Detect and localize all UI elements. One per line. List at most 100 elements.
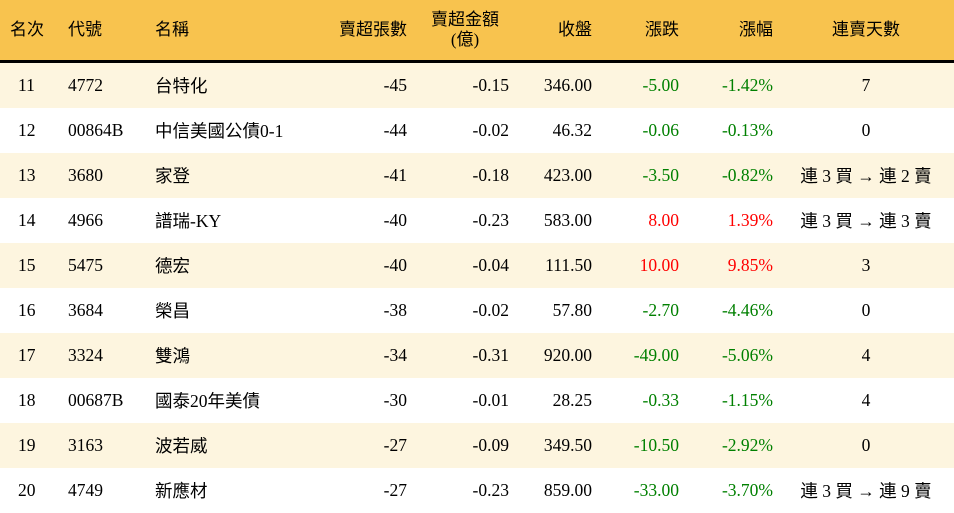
code-cell: 00864B (55, 108, 148, 153)
sell-amount-cell: -0.02 (415, 288, 515, 333)
rank-cell: 20 (0, 468, 55, 513)
change-cell: 8.00 (600, 198, 685, 243)
change-pct-cell: -2.92% (685, 423, 778, 468)
code-cell: 3324 (55, 333, 148, 378)
rank-cell: 17 (0, 333, 55, 378)
rank-cell: 11 (0, 62, 55, 109)
header-change: 漲跌 (600, 0, 685, 62)
change-cell: -0.06 (600, 108, 685, 153)
name-cell: 新應材 (148, 468, 315, 513)
change-cell: -3.50 (600, 153, 685, 198)
header-sell-volume: 賣超張數 (315, 0, 415, 62)
code-cell: 3163 (55, 423, 148, 468)
change-pct-cell: -1.15% (685, 378, 778, 423)
name-cell: 台特化 (148, 62, 315, 109)
streak-cell: 3 (778, 243, 954, 288)
sell-amount-cell: -0.02 (415, 108, 515, 153)
sell-amount-cell: -0.09 (415, 423, 515, 468)
sell-amount-cell: -0.23 (415, 198, 515, 243)
name-cell: 家登 (148, 153, 315, 198)
code-cell: 5475 (55, 243, 148, 288)
streak-cell: 0 (778, 288, 954, 333)
streak-cell: 0 (778, 423, 954, 468)
sell-volume-cell: -27 (315, 423, 415, 468)
streak-cell: 0 (778, 108, 954, 153)
change-pct-cell: -5.06% (685, 333, 778, 378)
sell-volume-cell: -30 (315, 378, 415, 423)
rank-cell: 14 (0, 198, 55, 243)
code-cell: 3684 (55, 288, 148, 333)
name-cell: 德宏 (148, 243, 315, 288)
rank-cell: 13 (0, 153, 55, 198)
header-code: 代號 (55, 0, 148, 62)
streak-cell: 4 (778, 378, 954, 423)
header-change-pct: 漲幅 (685, 0, 778, 62)
close-cell: 583.00 (515, 198, 600, 243)
close-cell: 57.80 (515, 288, 600, 333)
name-cell: 榮昌 (148, 288, 315, 333)
change-pct-cell: -3.70% (685, 468, 778, 513)
sell-volume-cell: -40 (315, 243, 415, 288)
header-rank: 名次 (0, 0, 55, 62)
header-row: 名次 代號 名稱 賣超張數 賣超金額 (億) 收盤 漲跌 漲幅 連賣天數 (0, 0, 954, 62)
sell-amount-cell: -0.23 (415, 468, 515, 513)
change-cell: -5.00 (600, 62, 685, 109)
sell-amount-cell: -0.18 (415, 153, 515, 198)
sell-amount-cell: -0.01 (415, 378, 515, 423)
code-cell: 3680 (55, 153, 148, 198)
sell-volume-cell: -27 (315, 468, 415, 513)
code-cell: 4966 (55, 198, 148, 243)
name-cell: 波若威 (148, 423, 315, 468)
close-cell: 920.00 (515, 333, 600, 378)
header-sell-amount-line1: 賣超金額 (431, 10, 499, 29)
streak-cell: 連 3 買 → 連 2 賣 (778, 153, 954, 198)
close-cell: 28.25 (515, 378, 600, 423)
streak-cell: 4 (778, 333, 954, 378)
streak-cell: 連 3 買 → 連 9 賣 (778, 468, 954, 513)
change-cell: -10.50 (600, 423, 685, 468)
change-pct-cell: 1.39% (685, 198, 778, 243)
rank-cell: 18 (0, 378, 55, 423)
change-cell: -33.00 (600, 468, 685, 513)
change-pct-cell: -0.13% (685, 108, 778, 153)
close-cell: 346.00 (515, 62, 600, 109)
sell-amount-cell: -0.31 (415, 333, 515, 378)
table-header: 名次 代號 名稱 賣超張數 賣超金額 (億) 收盤 漲跌 漲幅 連賣天數 (0, 0, 954, 62)
sell-amount-cell: -0.04 (415, 243, 515, 288)
change-pct-cell: -4.46% (685, 288, 778, 333)
name-cell: 譜瑞-KY (148, 198, 315, 243)
close-cell: 423.00 (515, 153, 600, 198)
change-cell: -2.70 (600, 288, 685, 333)
sell-volume-cell: -41 (315, 153, 415, 198)
header-name: 名稱 (148, 0, 315, 62)
close-cell: 111.50 (515, 243, 600, 288)
streak-cell: 連 3 買 → 連 3 賣 (778, 198, 954, 243)
close-cell: 859.00 (515, 468, 600, 513)
change-pct-cell: 9.85% (685, 243, 778, 288)
rank-cell: 19 (0, 423, 55, 468)
change-pct-cell: -1.42% (685, 62, 778, 109)
name-cell: 雙鴻 (148, 333, 315, 378)
rank-cell: 16 (0, 288, 55, 333)
code-cell: 4772 (55, 62, 148, 109)
sell-volume-cell: -40 (315, 198, 415, 243)
change-cell: -0.33 (600, 378, 685, 423)
sell-volume-cell: -34 (315, 333, 415, 378)
streak-cell: 7 (778, 62, 954, 109)
sell-volume-cell: -45 (315, 62, 415, 109)
header-sell-amount: 賣超金額 (億) (415, 0, 515, 62)
change-pct-cell: -0.82% (685, 153, 778, 198)
close-cell: 46.32 (515, 108, 600, 153)
code-cell: 00687B (55, 378, 148, 423)
sell-volume-cell: -38 (315, 288, 415, 333)
rank-cell: 12 (0, 108, 55, 153)
